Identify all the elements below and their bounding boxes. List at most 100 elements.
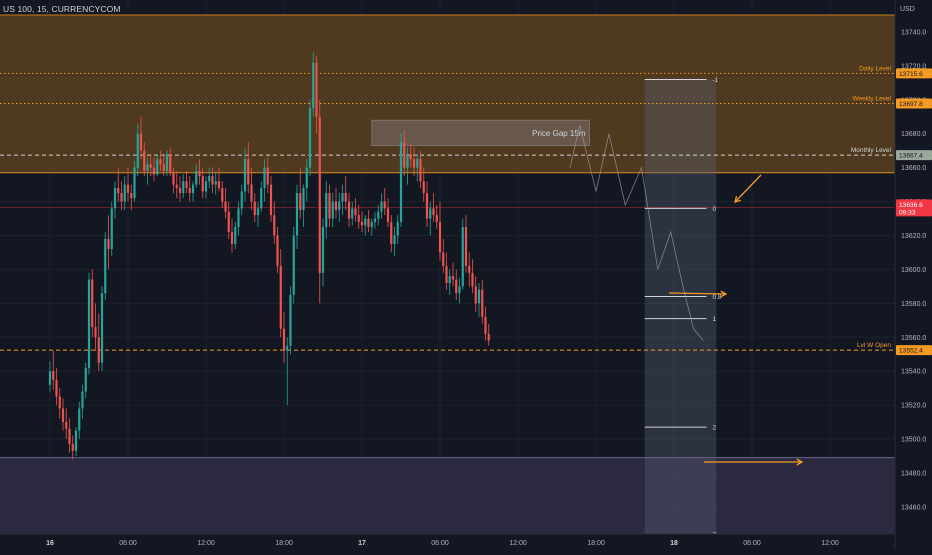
candle-body: [260, 188, 263, 209]
candle-body: [464, 227, 468, 267]
candle-body: [71, 444, 74, 451]
candle-body: [279, 266, 282, 329]
candle-body: [146, 164, 149, 172]
monthly-level-tag-bg: [896, 150, 932, 161]
arrow-head: [734, 196, 741, 203]
fib-level-label: 2: [713, 425, 717, 432]
candle-body: [156, 159, 159, 175]
candle-body: [117, 188, 120, 194]
candle-body: [78, 408, 81, 431]
candle-body: [386, 208, 390, 222]
candle-body: [269, 184, 273, 216]
candle-body: [390, 221, 393, 244]
candle-body: [198, 171, 201, 177]
candle-body: [68, 428, 71, 445]
candle-body: [312, 62, 315, 109]
candle-body: [347, 201, 351, 219]
price-gap-box: [371, 119, 590, 146]
candle-body: [143, 150, 146, 172]
time-tick-label: 06:00: [431, 540, 449, 547]
candle-body: [159, 159, 162, 165]
candle-body: [55, 379, 58, 397]
candle-body: [393, 235, 396, 244]
candle-body: [273, 215, 276, 236]
price-gap-label: Price Gap 15m: [532, 129, 586, 138]
candle-body: [113, 188, 117, 209]
level-label: Lvl W Open: [857, 342, 891, 349]
candle-body: [377, 211, 380, 219]
candle-body: [383, 201, 386, 209]
candle-body: [448, 276, 451, 283]
arrow-shaft: [734, 174, 762, 203]
candle-body: [305, 167, 308, 188]
candle-body: [172, 172, 175, 185]
candle-body: [191, 184, 195, 194]
candle-body: [338, 201, 341, 211]
candle-body: [133, 167, 136, 199]
candle-body: [266, 167, 269, 185]
candle-body: [104, 238, 107, 294]
candle-body: [48, 371, 52, 385]
candle-body: [341, 193, 344, 202]
time-tick-label: 18:00: [587, 540, 605, 547]
candle-body: [370, 221, 373, 228]
candle-body: [52, 371, 55, 380]
candle-body: [321, 227, 325, 273]
candle-body: [178, 188, 182, 194]
candle-body: [263, 167, 266, 188]
candle-body: [94, 327, 97, 338]
candle-body: [123, 184, 126, 202]
candle-body: [65, 422, 68, 429]
candle-body: [214, 181, 217, 185]
time-axis-bg: [0, 534, 895, 550]
candle-body: [211, 176, 214, 185]
currency-label: USD: [900, 6, 915, 13]
price-tick-label: 13660.0: [901, 165, 926, 172]
candle-body: [149, 164, 152, 168]
candle-body: [412, 159, 416, 168]
candle-body: [406, 154, 409, 168]
candle-body: [403, 142, 406, 168]
trend-line: [569, 125, 704, 341]
candle-body: [484, 316, 487, 334]
candle-body: [175, 184, 178, 188]
price-axis: USD13740.013720.013700.013680.013660.013…: [895, 0, 932, 550]
candle-body: [295, 193, 299, 236]
candle-body: [318, 116, 321, 273]
candle-body: [325, 193, 328, 228]
candle-body: [182, 181, 185, 194]
candle-body: [474, 286, 477, 304]
candle-body: [61, 408, 65, 423]
price-tick-label: 13460.0: [901, 504, 926, 511]
candle-body: [195, 171, 198, 185]
time-tick-label: 18: [670, 540, 678, 547]
candle-body: [357, 215, 360, 222]
fib-level-label: 1: [713, 316, 717, 323]
candle-body: [399, 142, 403, 222]
candle-body: [419, 159, 422, 182]
candle-body: [256, 208, 260, 216]
candle-body: [481, 289, 484, 317]
candle-body: [276, 235, 279, 267]
resistance-zone: [0, 15, 895, 173]
candle-body: [243, 159, 247, 192]
price-tick-label: 13740.0: [901, 29, 926, 36]
candle-body: [107, 238, 110, 250]
candle-body: [91, 279, 94, 328]
candle-body: [455, 279, 458, 294]
candle-body: [201, 176, 204, 192]
candle-body: [289, 294, 292, 346]
candle-body: [451, 276, 455, 280]
arrow-head: [796, 458, 804, 466]
time-tick-label: 12:00: [821, 540, 839, 547]
candle-body: [139, 133, 143, 151]
price-tick-label: 13620.0: [901, 233, 926, 240]
candle-body: [308, 108, 312, 168]
candle-body: [204, 181, 208, 192]
candle-body: [247, 159, 250, 185]
arrow-head: [720, 290, 728, 298]
candle-body: [364, 218, 367, 226]
candle-body: [130, 193, 133, 199]
